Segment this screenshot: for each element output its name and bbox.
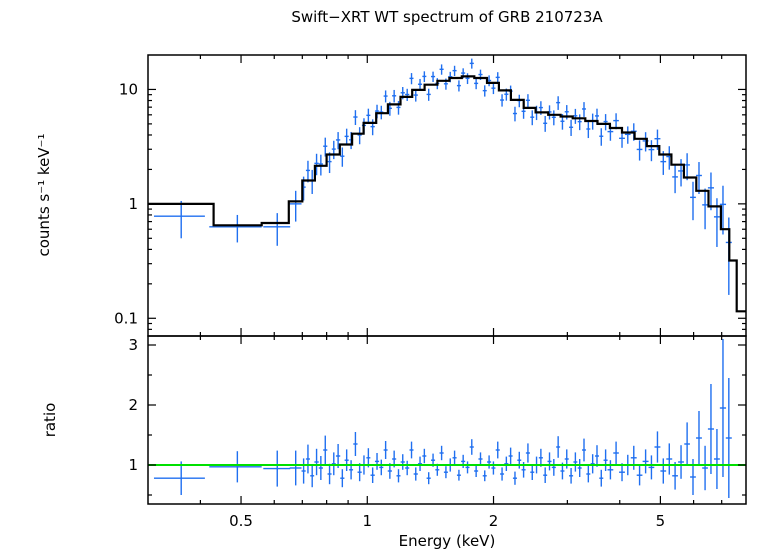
x-tick-label: 5 [656, 512, 666, 530]
x-tick-label: 1 [363, 512, 373, 530]
y-tick-label-ratio: 3 [128, 336, 138, 354]
y-tick-label-counts: 1 [128, 195, 138, 213]
y-tick-label-ratio: 1 [128, 456, 138, 474]
chart-title: Swift−XRT WT spectrum of GRB 210723A [291, 8, 603, 26]
x-tick-label: 0.5 [229, 512, 253, 530]
x-axis-label: Energy (keV) [398, 532, 496, 550]
y-tick-label-ratio: 2 [128, 396, 138, 414]
y-tick-label-counts: 10 [119, 80, 138, 98]
y-tick-label-counts: 0.1 [114, 309, 138, 327]
x-tick-label: 2 [489, 512, 499, 530]
